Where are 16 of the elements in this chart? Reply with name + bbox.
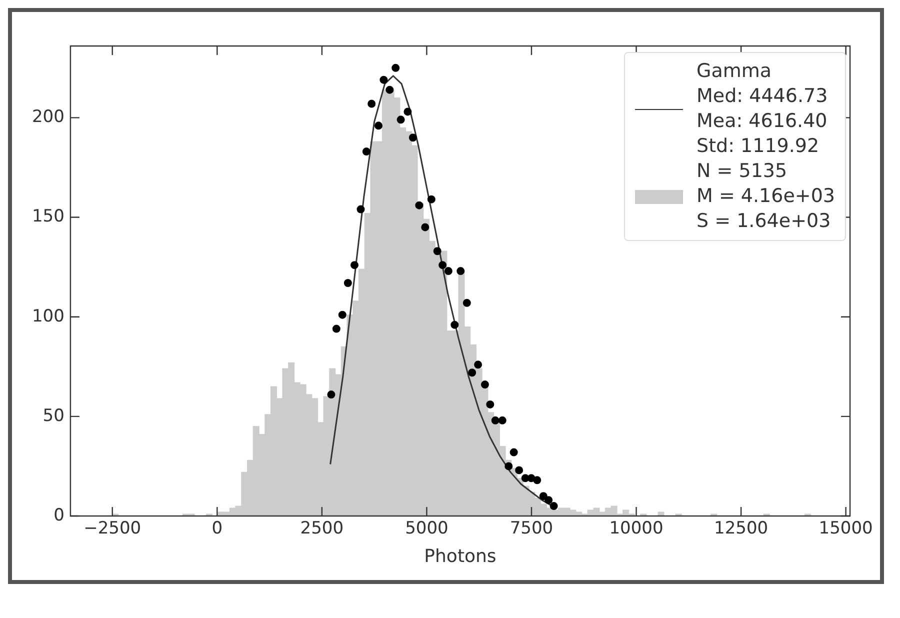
- y-tick-label: 200: [32, 107, 64, 128]
- x-tick-label: 2500: [300, 518, 344, 539]
- y-tick-label: 50: [42, 406, 64, 426]
- x-tick-label: 5000: [405, 518, 448, 539]
- legend-label: N = 5135 M = 4.16e+03 S = 1.64e+03: [696, 159, 835, 234]
- legend-label: Gamma Med: 4446.73 Mea: 4616.40 Std: 1119.92: [696, 59, 828, 159]
- y-tick-label: 150: [32, 206, 64, 227]
- x-tick-label: 12500: [714, 518, 768, 539]
- x-tick-label: 7500: [510, 518, 554, 539]
- x-tick-label: 10000: [609, 518, 664, 539]
- x-tick-label: 0: [212, 518, 223, 539]
- x-tick-label: 15000: [818, 518, 873, 539]
- y-tick-label: 100: [32, 306, 64, 326]
- x-tick-label: −2500: [84, 518, 142, 539]
- y-tick-label: 0: [54, 505, 64, 526]
- x-axis-title: Photons: [424, 546, 496, 567]
